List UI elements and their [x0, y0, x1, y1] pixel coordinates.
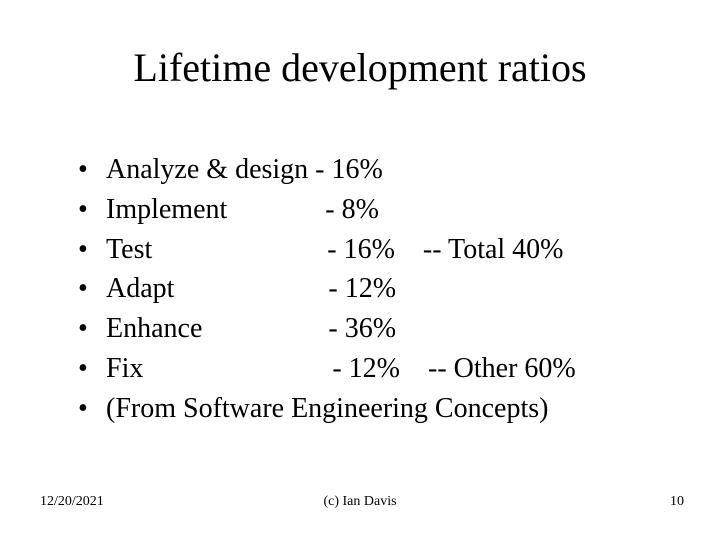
footer-copyright: (c) Ian Davis: [0, 494, 720, 510]
bullet-icon: •: [78, 190, 106, 230]
list-item-text: Test - 16% -- Total 40%: [106, 230, 564, 270]
list-item: • Adapt - 12%: [78, 269, 658, 309]
bullet-icon: •: [78, 269, 106, 309]
slide-body: • Analyze & design - 16% • Implement - 8…: [78, 150, 658, 428]
list-item-text: Analyze & design - 16%: [106, 150, 383, 190]
list-item-text: Implement - 8%: [106, 190, 379, 230]
list-item-text: Adapt - 12%: [106, 269, 396, 309]
footer-page-number: 10: [670, 494, 684, 510]
slide: Lifetime development ratios • Analyze & …: [0, 0, 720, 540]
list-item: • Analyze & design - 16%: [78, 150, 658, 190]
bullet-icon: •: [78, 349, 106, 389]
list-item-text: Enhance - 36%: [106, 309, 396, 349]
list-item: • Fix - 12% -- Other 60%: [78, 349, 658, 389]
bullet-icon: •: [78, 150, 106, 190]
list-item-text: Fix - 12% -- Other 60%: [106, 349, 576, 389]
list-item: • Test - 16% -- Total 40%: [78, 230, 658, 270]
bullet-icon: •: [78, 309, 106, 349]
list-item: • (From Software Engineering Concepts): [78, 389, 658, 429]
list-item: • Enhance - 36%: [78, 309, 658, 349]
list-item: • Implement - 8%: [78, 190, 658, 230]
bullet-icon: •: [78, 230, 106, 270]
bullet-icon: •: [78, 389, 106, 429]
list-item-text: (From Software Engineering Concepts): [106, 389, 548, 429]
slide-title: Lifetime development ratios: [0, 44, 720, 91]
